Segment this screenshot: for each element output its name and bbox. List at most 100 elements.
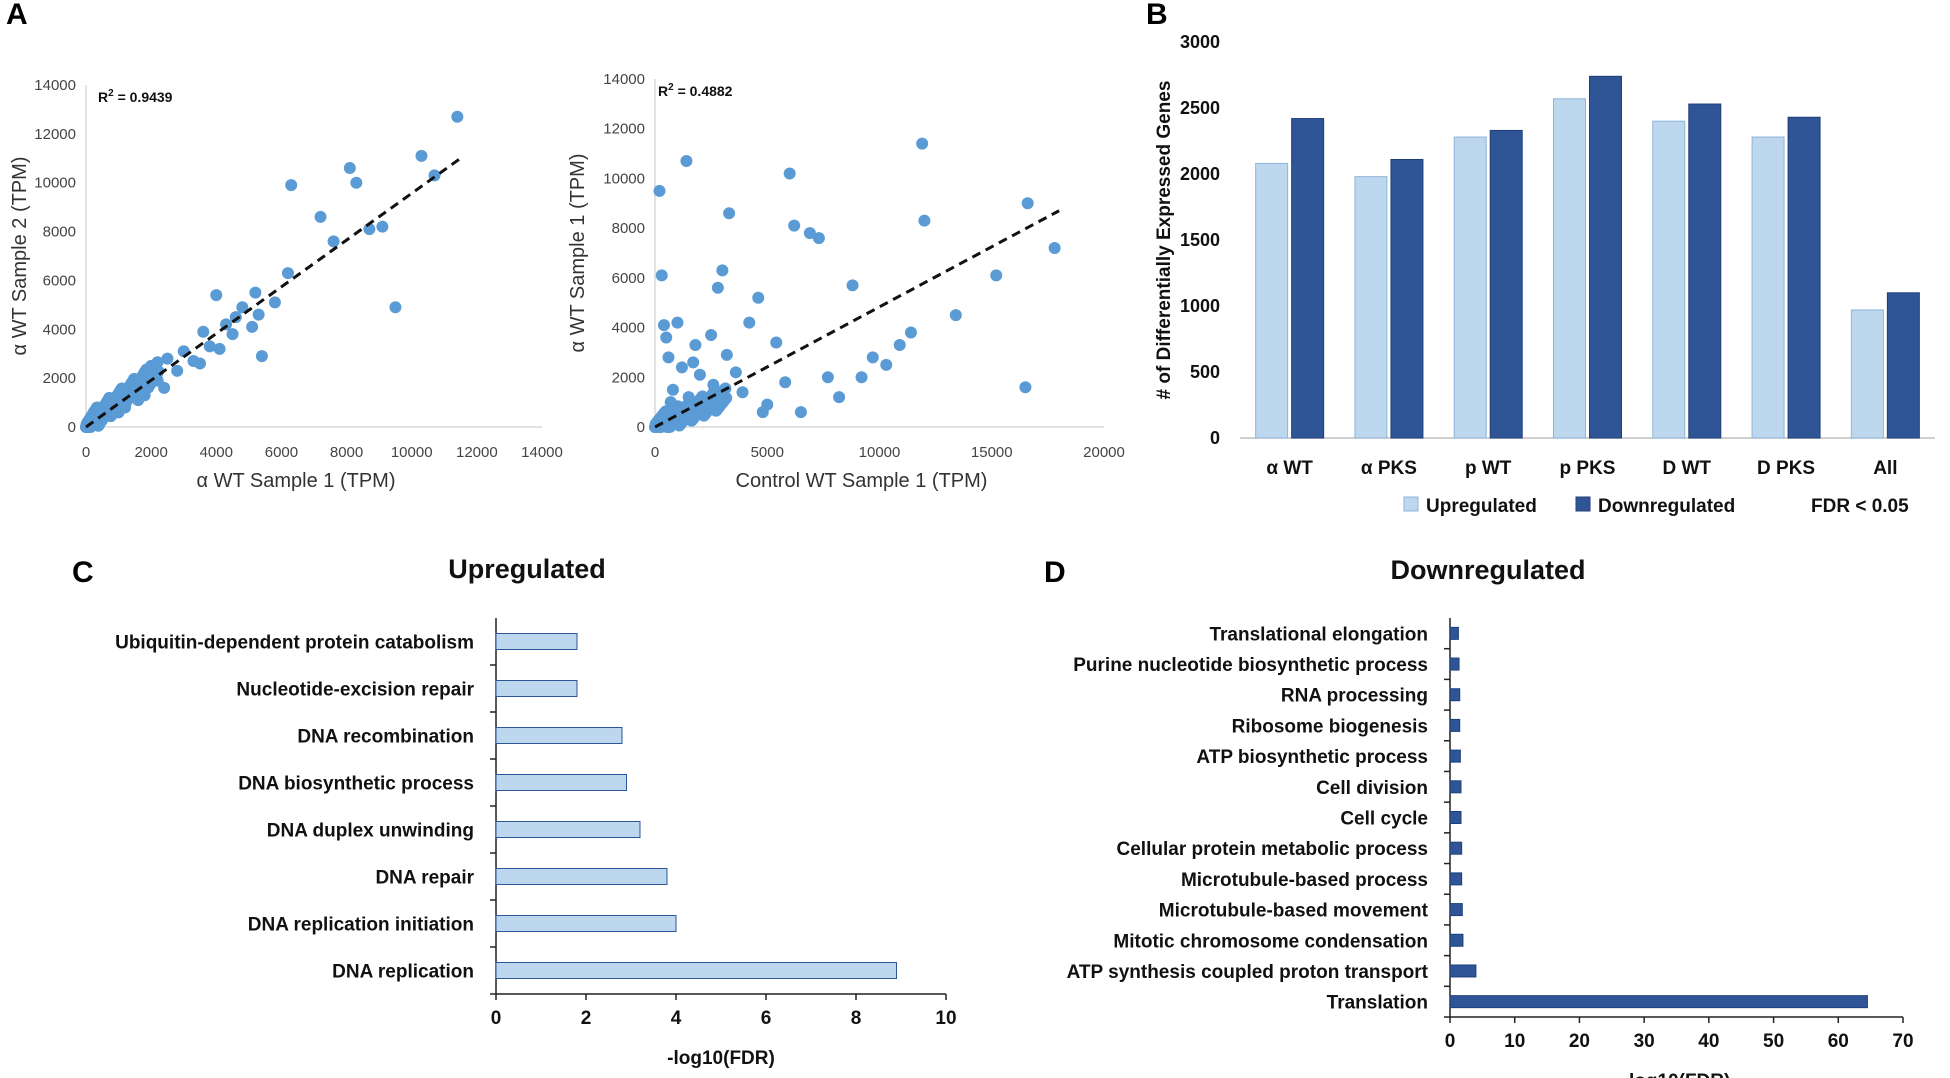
y-tick-label: 4000 xyxy=(43,321,76,338)
data-point xyxy=(880,358,893,371)
data-point xyxy=(788,219,801,232)
data-point xyxy=(662,351,675,364)
bar-upregulated xyxy=(1255,162,1289,439)
y-tick-label: 2000 xyxy=(1180,164,1220,184)
data-point xyxy=(716,264,729,277)
y-tick-label: 0 xyxy=(68,419,76,436)
category-label: Cell division xyxy=(1316,778,1428,799)
data-point xyxy=(657,319,670,332)
bar xyxy=(1449,811,1462,824)
bar xyxy=(495,727,623,744)
data-point xyxy=(194,357,206,370)
bar xyxy=(1449,626,1459,640)
data-point xyxy=(783,167,796,180)
y-tick-label: 12000 xyxy=(34,126,76,143)
category-label: All xyxy=(1873,458,1897,479)
y-axis-title: α WT Sample 2 (TPM) xyxy=(9,157,31,356)
bar-upregulated xyxy=(1453,136,1487,439)
bar-downregulated xyxy=(1390,158,1424,439)
data-point xyxy=(415,149,428,162)
x-tick-label: 2 xyxy=(581,1008,592,1029)
panel-label-b: B xyxy=(1146,0,1168,31)
data-point xyxy=(729,366,742,379)
legend-swatch xyxy=(1403,496,1419,512)
data-point xyxy=(314,210,327,223)
trendline xyxy=(85,157,462,429)
x-tick-label: 2000 xyxy=(134,444,167,461)
y-tick-label: 6000 xyxy=(612,270,645,287)
bar-upregulated xyxy=(1751,136,1785,439)
y-tick-label: 8000 xyxy=(612,220,645,237)
x-tick-label: 4000 xyxy=(200,444,233,461)
category-label: α PKS xyxy=(1361,458,1417,479)
x-axis-title: Control WT Sample 1 (TPM) xyxy=(736,470,988,492)
data-point xyxy=(226,328,239,341)
data-point xyxy=(451,110,464,123)
data-point xyxy=(111,389,124,402)
bar-downregulated xyxy=(1291,118,1325,439)
x-tick-label: 10000 xyxy=(391,444,433,461)
x-tick-label: 10000 xyxy=(859,444,901,461)
y-tick-label: 14000 xyxy=(34,77,76,94)
x-tick-label: 4 xyxy=(671,1008,682,1029)
category-label: ATP biosynthetic process xyxy=(1196,747,1428,768)
legend-swatch xyxy=(1575,496,1591,512)
category-label: α WT xyxy=(1266,458,1313,479)
x-tick-label: 6000 xyxy=(265,444,298,461)
category-label: D PKS xyxy=(1757,458,1815,479)
data-point xyxy=(812,232,825,245)
bar xyxy=(495,915,677,932)
data-point xyxy=(736,386,749,399)
category-label: Ubiquitin-dependent protein catabolism xyxy=(115,633,474,654)
r-squared-label: R2 = 0.9439 xyxy=(98,88,173,105)
data-point xyxy=(84,421,97,433)
y-tick-label: 10000 xyxy=(603,170,645,187)
bar xyxy=(495,633,578,650)
data-point xyxy=(687,356,700,369)
x-tick-label: 14000 xyxy=(521,444,563,461)
bar xyxy=(495,962,897,979)
data-point xyxy=(990,269,1003,282)
data-point xyxy=(699,407,712,420)
data-point xyxy=(660,331,673,344)
category-label: Ribosome biogenesis xyxy=(1232,716,1428,737)
data-point xyxy=(711,281,724,294)
data-point xyxy=(671,316,684,329)
x-tick-label: 0 xyxy=(651,444,659,461)
y-tick-label: 12000 xyxy=(603,121,645,138)
data-point xyxy=(655,269,668,282)
data-point xyxy=(281,267,294,280)
data-point xyxy=(203,340,216,353)
category-label: Purine nucleotide biosynthetic process xyxy=(1073,655,1428,676)
y-tick-label: 2000 xyxy=(612,369,645,386)
category-label: DNA recombination xyxy=(297,727,474,748)
category-label: DNA replication initiation xyxy=(248,915,474,936)
bar-upregulated xyxy=(1553,98,1586,439)
data-point xyxy=(1019,381,1032,394)
data-point xyxy=(117,400,130,413)
data-point xyxy=(904,326,917,339)
bar-upregulated xyxy=(1652,120,1686,439)
category-label: Mitotic chromosome condensation xyxy=(1113,931,1428,952)
category-label: D WT xyxy=(1663,458,1712,479)
data-point xyxy=(213,342,226,355)
x-tick-label: 0 xyxy=(491,1008,502,1029)
y-tick-label: 1000 xyxy=(1180,296,1220,316)
y-tick-label: 2000 xyxy=(43,370,76,387)
data-point xyxy=(916,137,929,150)
data-point xyxy=(723,207,736,220)
data-point xyxy=(743,316,756,329)
data-point xyxy=(893,338,906,351)
category-label: Cell cycle xyxy=(1340,809,1428,830)
data-point xyxy=(717,395,730,408)
category-label: ATP synthesis coupled proton transport xyxy=(1067,962,1429,983)
r-squared-label: R2 = 0.4882 xyxy=(658,82,733,99)
x-tick-label: 0 xyxy=(82,444,90,461)
data-point xyxy=(866,351,879,364)
chart-title: Downregulated xyxy=(1390,555,1585,585)
chart-title: Upregulated xyxy=(448,554,606,584)
category-label: Nucleotide-excision repair xyxy=(236,680,474,701)
data-point xyxy=(918,214,931,227)
data-point xyxy=(389,301,402,314)
